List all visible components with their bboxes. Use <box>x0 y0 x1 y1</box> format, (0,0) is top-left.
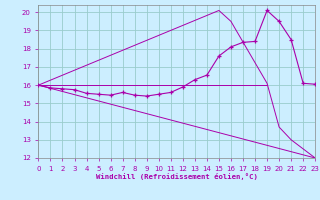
X-axis label: Windchill (Refroidissement éolien,°C): Windchill (Refroidissement éolien,°C) <box>96 173 258 180</box>
